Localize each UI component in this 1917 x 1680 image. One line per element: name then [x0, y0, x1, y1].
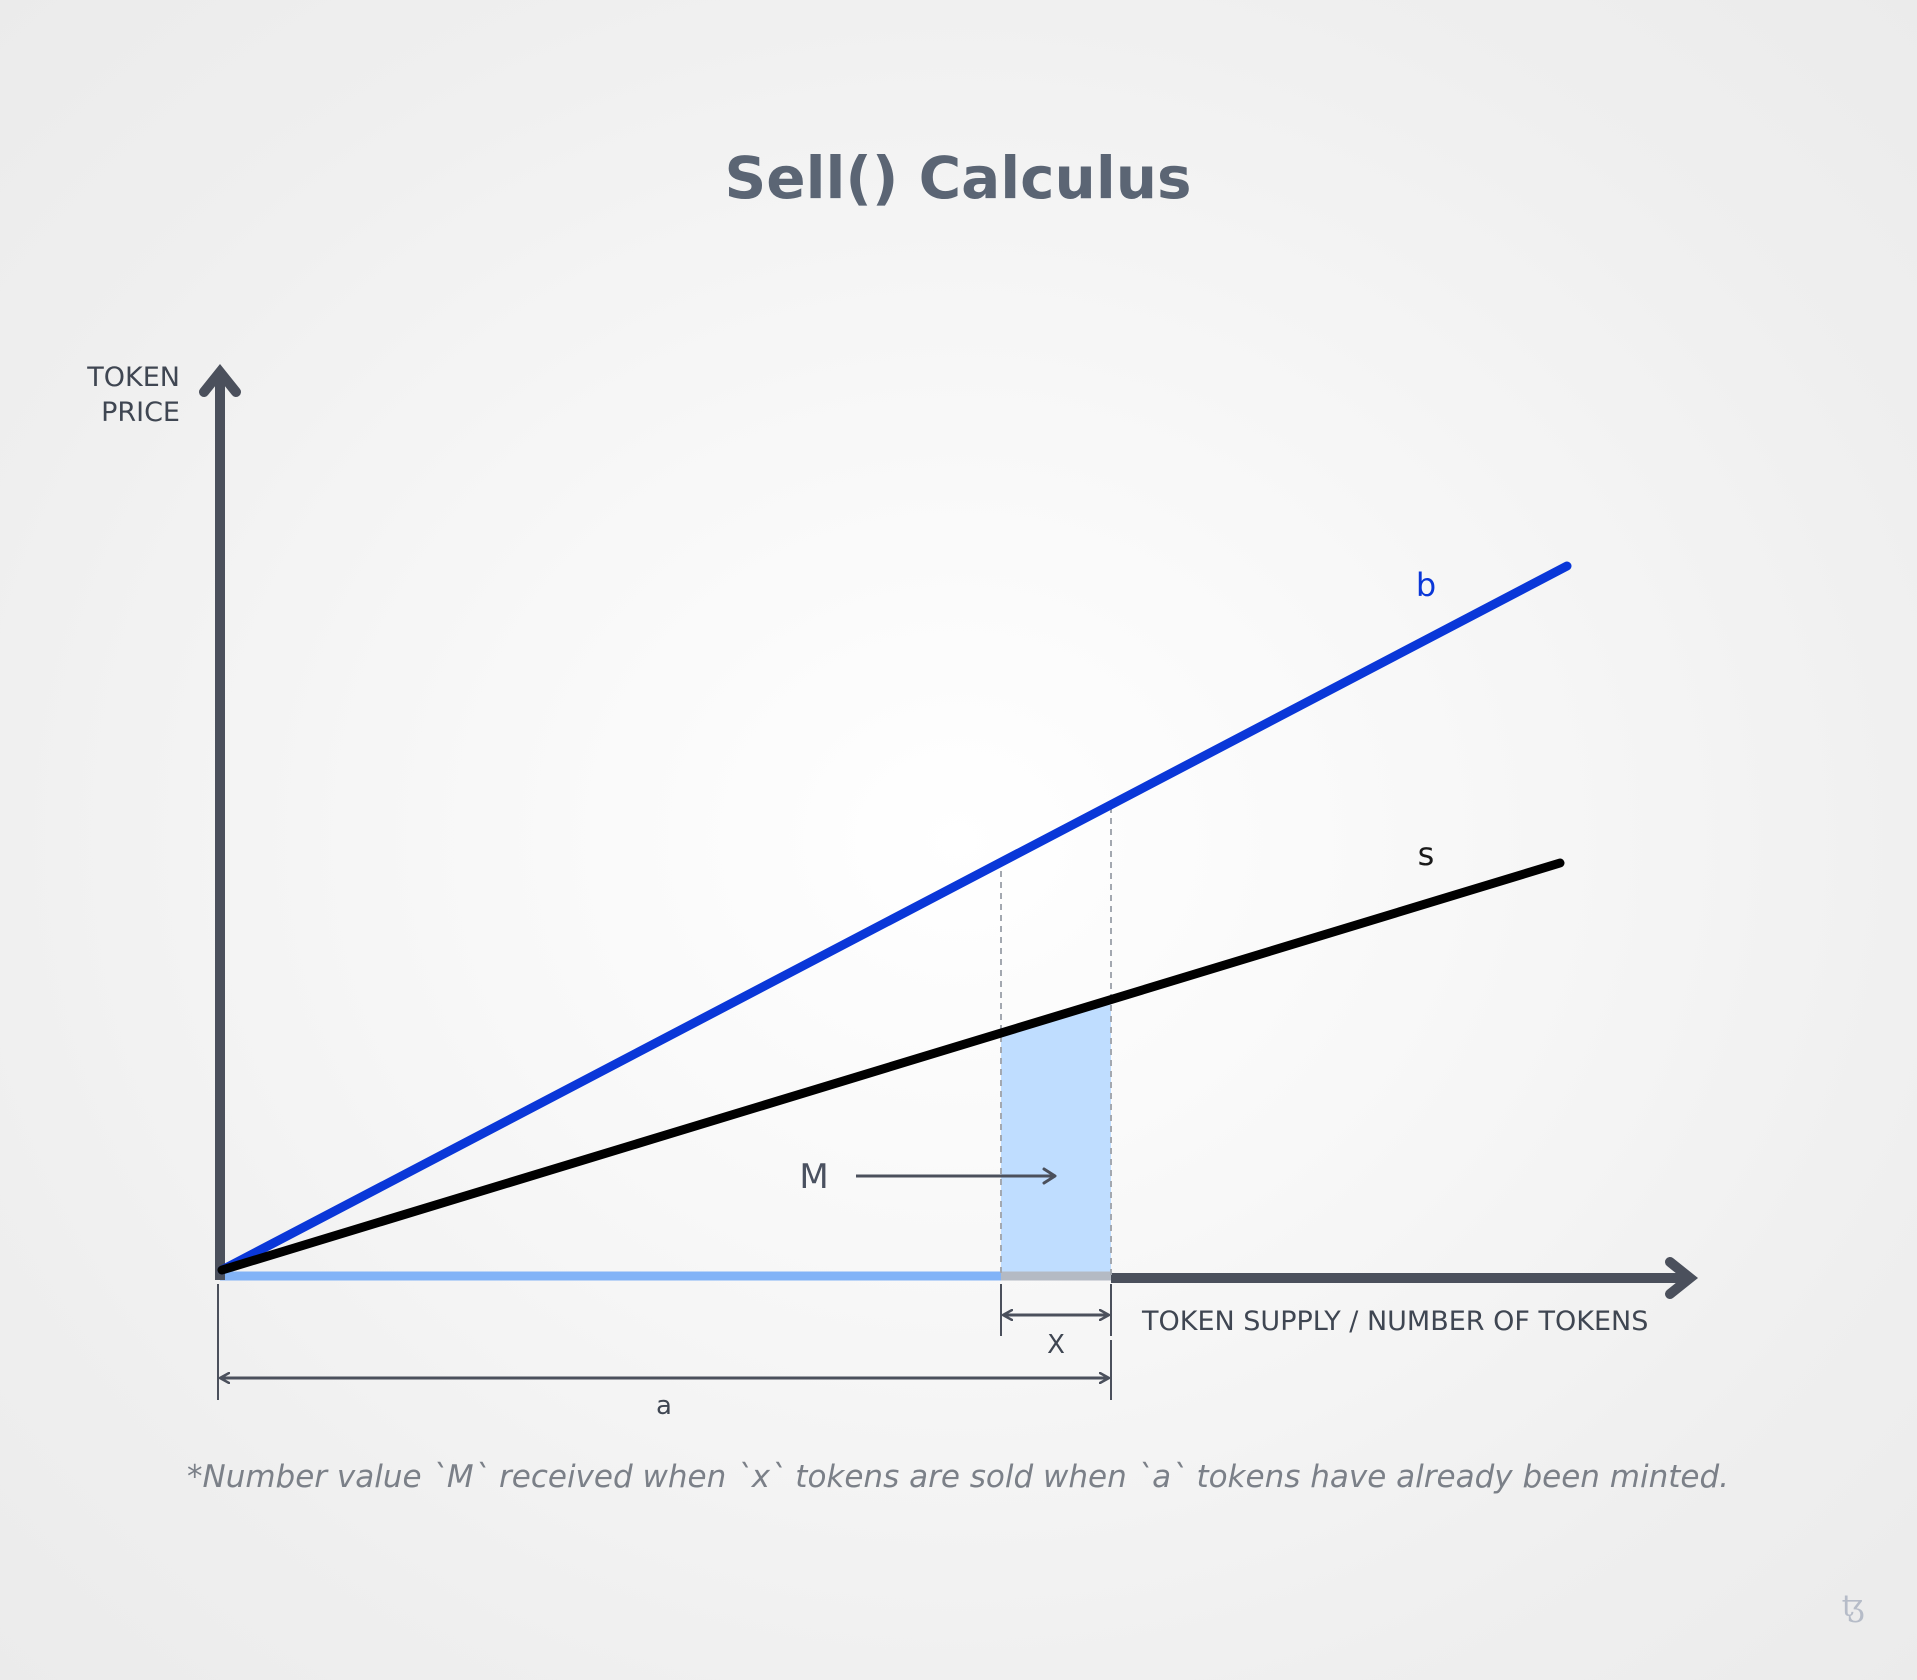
dimension-x-label: X — [1047, 1330, 1065, 1360]
buy-curve-label: b — [1416, 566, 1436, 604]
footnote: *Number value `M` received when `x` toke… — [187, 1459, 1729, 1495]
tezos-logo-icon: ꜩ — [1842, 1589, 1865, 1624]
x-axis — [1111, 1257, 1699, 1299]
y-axis-label-line1: TOKEN — [86, 362, 180, 393]
y-axis-label-line2: PRICE — [101, 397, 180, 428]
dimension-a-label: a — [656, 1391, 672, 1421]
x-axis-label: TOKEN SUPPLY / NUMBER OF TOKENS — [1141, 1306, 1648, 1337]
dimension-x — [1000, 1284, 1112, 1336]
area-m-label: M — [799, 1157, 828, 1197]
diagram-title: Sell() Calculus — [724, 144, 1191, 212]
buy-curve-b — [217, 561, 1572, 1275]
area-m-arrow — [856, 1167, 1057, 1185]
area-m — [1001, 1000, 1111, 1276]
sell-curve-label: s — [1418, 835, 1435, 873]
y-axis — [199, 363, 241, 1280]
dimension-a — [217, 1284, 1112, 1400]
sell-curve-s — [217, 858, 1565, 1275]
